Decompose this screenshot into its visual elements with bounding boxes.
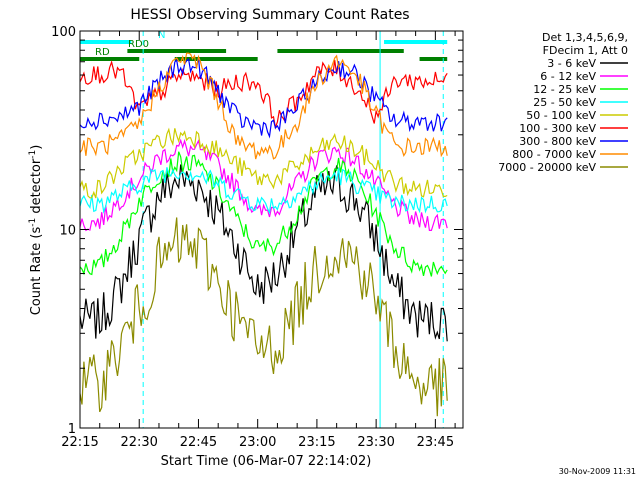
footer-stamp: 30-Nov-2009 11:31 [559,467,636,476]
legend-label-6-12-kev: 6 - 12 keV [540,70,596,83]
series-line-100-300-kev [79,59,448,130]
chart-title: HESSI Observing Summary Count Rates [130,7,409,23]
vertical-markers [79,31,444,428]
x-tick-label: 23:30 [357,435,394,450]
series-line-7000-20000-kev [79,217,448,417]
series-line-3-6-kev [79,164,448,342]
legend-label-25-50-kev: 25 - 50 keV [533,96,596,109]
legend-label-3-6-kev: 3 - 6 keV [547,57,596,70]
legend-label-50-100-kev: 50 - 100 keV [526,109,596,122]
legend-label-300-800-kev: 300 - 800 keV [519,135,596,148]
series-line-12-25-kev [79,151,448,277]
x-tick-label: 23:15 [298,435,335,450]
x-axis-ticks: 22:15 22:30 22:45 23:00 23:15 23:30 23:45 [61,31,456,450]
series-lines [79,52,448,417]
x-tick-label: 23:45 [417,435,454,450]
legend-header-2: FDecim 1, Att 0 [543,44,628,57]
flag-label-rd0: RD0 [128,39,149,50]
x-tick-label: 22:45 [180,435,217,450]
series-line-50-100-kev [79,127,448,199]
y-tick-label: 1 [68,422,76,437]
legend-label-800-7000-kev: 800 - 7000 keV [512,148,596,161]
y-tick-label: 100 [51,25,76,40]
y-axis-label: Count Rate (s-1 detector-1) [28,145,44,316]
series-line-800-7000-kev [79,52,448,160]
legend-label-7000-20000-kev: 7000 - 20000 keV [498,161,596,174]
x-tick-label: 22:15 [61,435,98,450]
flag-label-n: N [158,30,165,41]
series-line-300-800-kev [79,57,448,139]
x-axis-label: Start Time (06-Mar-07 22:14:02) [161,454,372,469]
x-tick-label: 22:30 [120,435,157,450]
y-axis-ticks: 1 10 100 [51,25,463,437]
x-tick-label: 23:00 [239,435,276,450]
series-line-25-50-kev [79,167,448,215]
legend-label-12-25-kev: 12 - 25 keV [533,83,596,96]
series-line-6-12-kev [79,138,448,232]
y-tick-label: 10 [59,224,76,239]
legend-header-1: Det 1,3,4,5,6,9, [542,31,628,44]
legend-label-100-300-kev: 100 - 300 keV [519,122,596,135]
legend: Det 1,3,4,5,6,9, FDecim 1, Att 0 3 - 6 k… [498,31,628,174]
flag-label-rd: RD [95,47,110,58]
flag-bars: N RD0 RD [80,30,448,61]
